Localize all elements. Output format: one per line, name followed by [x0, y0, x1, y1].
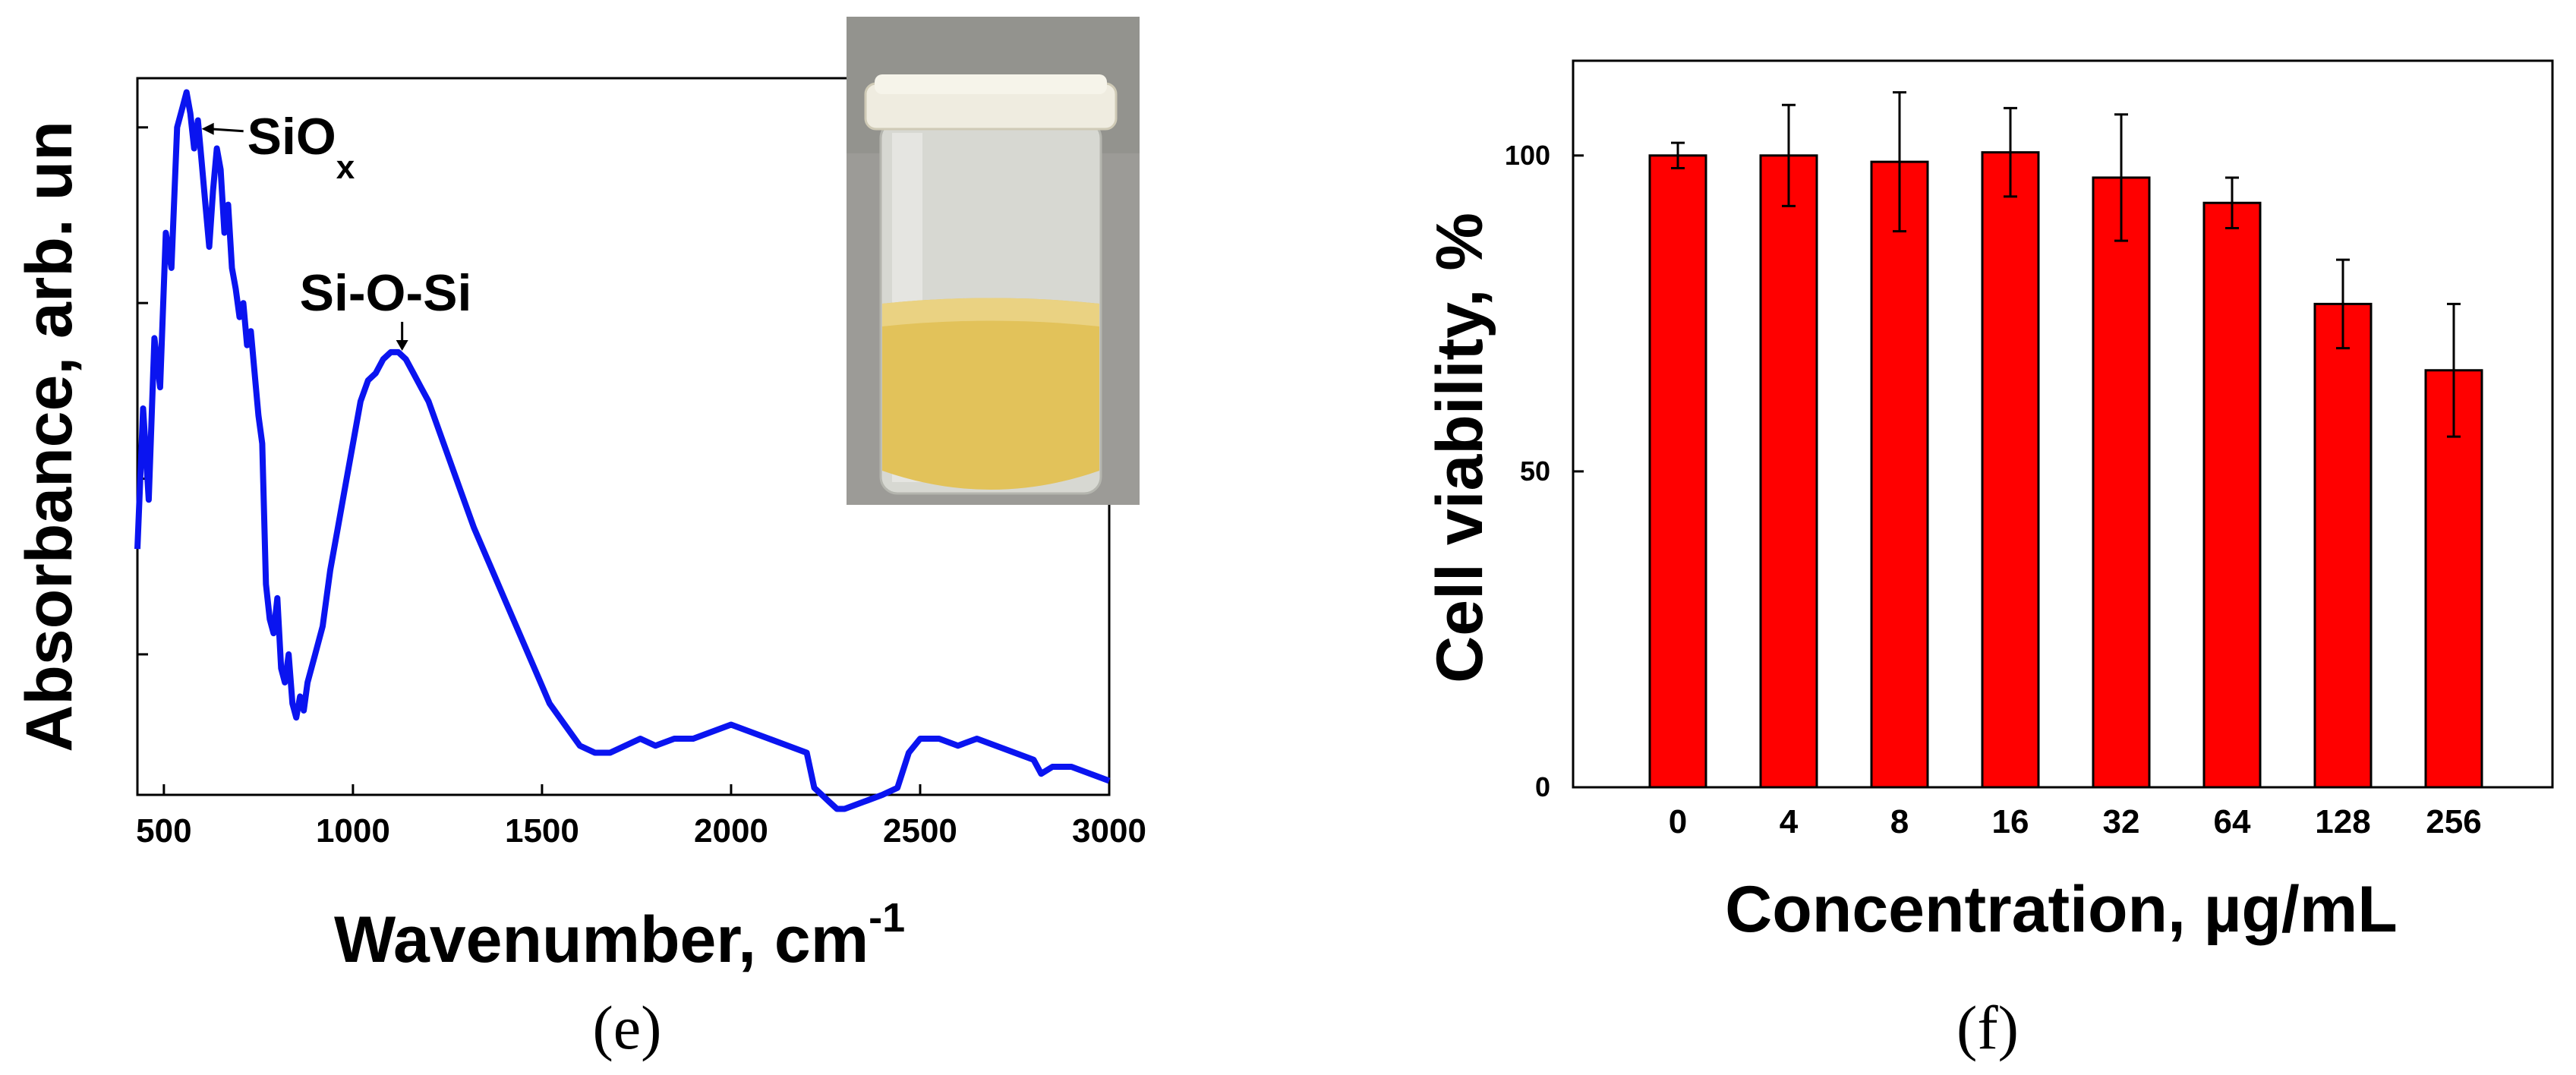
viability-x-tick-label: 0	[1669, 803, 1687, 840]
viability-x-tick-label: 4	[1780, 803, 1799, 840]
annotation-siox-arrowhead	[201, 122, 214, 135]
ftir-x-ticks: 500 1000 1500 2000 2500 3000	[136, 784, 1146, 850]
panel-label-e: (e)	[592, 993, 661, 1062]
viability-x-axis-title: Concentration, µg/mL	[1725, 873, 2398, 946]
viability-x-tick-label: 16	[1992, 803, 2029, 840]
ftir-annotations: SiOx Si-O-Si	[201, 108, 472, 351]
viability-plot-frame	[1572, 59, 2554, 789]
viability-x-tick-label: 128	[2315, 803, 2370, 840]
ftir-panel: 500 1000 1500 2000 2500 3000 SiOx Si-O-Si Abso…	[13, 17, 1146, 1062]
ftir-x-tick-label: 2500	[883, 812, 957, 850]
annotation-siox: SiOx	[248, 108, 355, 186]
viability-y-axis-title: Cell viability, %	[1424, 213, 1496, 683]
viability-bars	[1648, 91, 2483, 789]
annotation-siox-arrow	[209, 128, 244, 133]
viability-bar	[2202, 201, 2262, 789]
ftir-x-axis-title: Wavenumber, cm-1	[334, 895, 905, 976]
viability-x-tick-label: 32	[2103, 803, 2140, 840]
ftir-x-tick-label: 3000	[1072, 812, 1146, 850]
ftir-x-tick-label: 500	[136, 812, 191, 850]
ftir-spectrum-line	[134, 89, 1111, 812]
viability-x-tick-label: 256	[2426, 803, 2481, 840]
viability-bar	[1759, 154, 1818, 789]
ftir-x-tick-label: 2000	[694, 812, 768, 850]
viability-panel: 0 50 100 0 4 8 16 32 64 128 256 Cell viability, %…	[1424, 59, 2554, 1062]
viability-y-tick-label: 50	[1520, 456, 1550, 487]
ftir-x-tick-label: 1000	[316, 812, 390, 850]
viability-y-tick-label: 100	[1505, 140, 1550, 171]
viability-x-tick-label: 8	[1890, 803, 1909, 840]
annotation-si-o-si-arrowhead	[396, 339, 408, 351]
panel-label-f: (f)	[1956, 993, 2019, 1062]
viability-bar	[1648, 154, 1707, 789]
annotation-si-o-si: Si-O-Si	[300, 264, 472, 322]
ftir-x-tick-label: 1500	[505, 812, 579, 850]
viability-x-tick-label: 64	[2214, 803, 2251, 840]
ftir-y-axis-title: Absorbance, arb. un	[13, 121, 86, 752]
ftir-y-ticks	[137, 126, 148, 656]
viability-bar	[2424, 369, 2483, 789]
viability-y-tick-label: 0	[1535, 771, 1550, 802]
viability-bar	[1981, 151, 2040, 789]
vial-photo-inset	[847, 17, 1140, 505]
viability-bar	[1870, 160, 1929, 789]
viability-x-tick-labels: 0 4 8 16 32 64 128 256	[1669, 803, 2482, 840]
viability-y-ticks: 0 50 100	[1505, 140, 1584, 802]
viability-bar	[2092, 176, 2151, 789]
viability-bar	[2313, 302, 2373, 789]
